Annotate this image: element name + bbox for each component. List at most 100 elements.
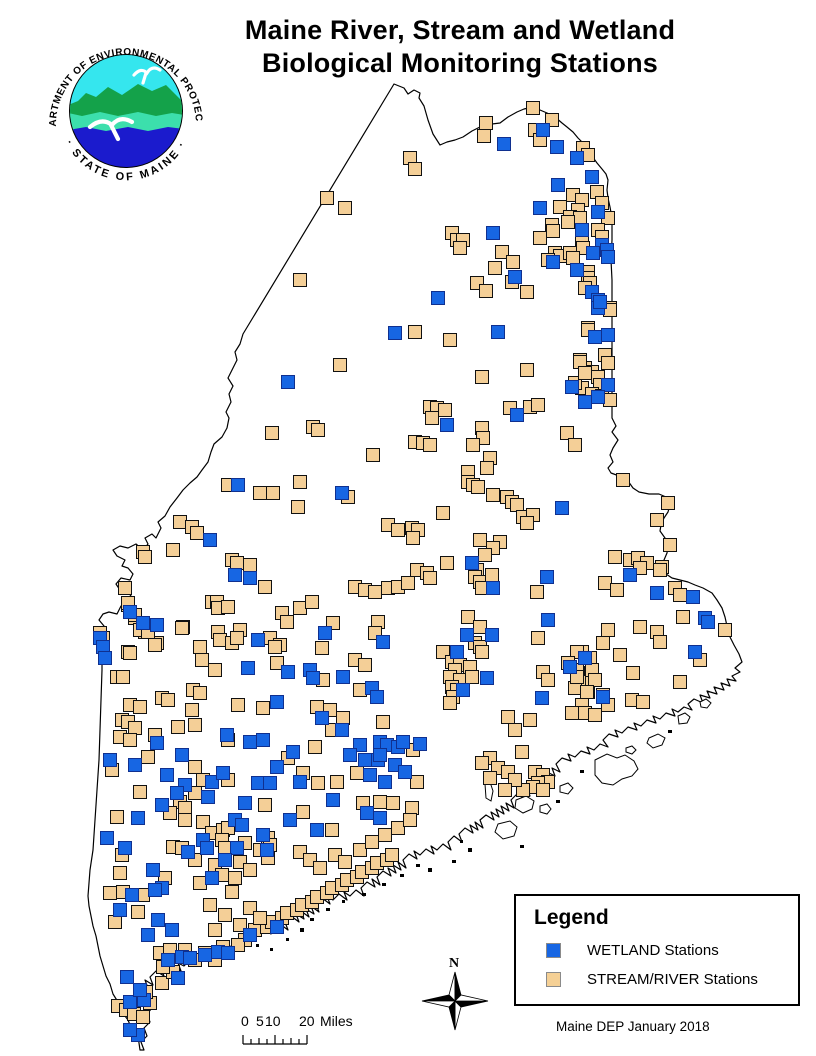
stream-river-station-marker	[113, 866, 127, 880]
wetland-station-marker	[578, 395, 592, 409]
stream-river-station-marker	[230, 556, 244, 570]
legend-item-stream-river: STREAM/RIVER Stations	[546, 971, 798, 988]
stream-river-station-marker	[453, 241, 467, 255]
stream-river-station-marker	[465, 670, 479, 684]
stream-river-station-marker	[718, 623, 732, 637]
stream-river-station-marker	[208, 663, 222, 677]
stream-river-station-marker	[193, 640, 207, 654]
stream-river-station-marker	[336, 711, 350, 725]
stream-river-station-marker	[178, 813, 192, 827]
wetland-station-marker	[570, 263, 584, 277]
stream-river-station-marker	[305, 595, 319, 609]
wetland-station-marker	[113, 903, 127, 917]
wetland-station-marker	[601, 378, 615, 392]
title-line-1: Maine River, Stream and Wetland	[244, 15, 676, 45]
wetland-station-marker	[270, 920, 284, 934]
stream-river-station-marker	[501, 710, 515, 724]
wetland-station-marker	[491, 325, 505, 339]
stream-river-station-marker	[423, 438, 437, 452]
stream-river-station-marker	[588, 673, 602, 687]
stream-river-station-marker	[166, 543, 180, 557]
wetland-station-marker	[363, 768, 377, 782]
stream-river-station-marker	[320, 191, 334, 205]
title-line-2: Biological Monitoring Stations	[262, 47, 658, 78]
stations-layer	[93, 101, 732, 1042]
wetland-station-marker	[270, 760, 284, 774]
stream-river-station-marker	[520, 363, 534, 377]
stream-river-station-marker	[443, 696, 457, 710]
stream-river-station-marker	[515, 745, 529, 759]
wetland-swatch	[546, 943, 561, 958]
stream-river-station-marker	[479, 116, 493, 130]
stream-river-station-marker	[610, 583, 624, 597]
stream-river-station-marker	[131, 905, 145, 919]
wetland-station-marker	[485, 628, 499, 642]
wetland-station-marker	[205, 775, 219, 789]
stream-river-station-marker	[405, 801, 419, 815]
stream-river-station-marker	[103, 886, 117, 900]
wetland-station-marker	[98, 651, 112, 665]
wetland-station-marker	[283, 813, 297, 827]
wetland-station-marker	[591, 205, 605, 219]
wetland-station-marker	[510, 408, 524, 422]
stream-river-station-marker	[188, 760, 202, 774]
wetland-station-marker	[141, 928, 155, 942]
wetland-station-marker	[535, 691, 549, 705]
stream-river-station-marker	[601, 356, 615, 370]
wetland-station-marker	[550, 140, 564, 154]
wetland-station-marker	[306, 671, 320, 685]
wetland-station-marker	[536, 123, 550, 137]
stream-river-station-marker	[155, 976, 169, 990]
stream-river-station-marker	[560, 426, 574, 440]
wetland-station-marker	[148, 883, 162, 897]
wetland-station-marker	[260, 843, 274, 857]
wetland-station-marker	[370, 690, 384, 704]
logo-teal-band	[70, 112, 182, 133]
stream-river-station-marker	[228, 871, 242, 885]
stream-river-station-marker	[520, 285, 534, 299]
stream-river-station-marker	[403, 813, 417, 827]
stream-river-station-marker	[315, 641, 329, 655]
wetland-station-marker	[241, 661, 255, 675]
wetland-station-marker	[570, 151, 584, 165]
compass-rose	[421, 971, 489, 1031]
wetland-station-marker	[431, 291, 445, 305]
stream-river-station-marker	[536, 783, 550, 797]
stream-river-station-marker	[185, 703, 199, 717]
stream-river-station-marker	[473, 620, 487, 634]
stream-river-station-marker	[673, 588, 687, 602]
stream-river-station-marker	[495, 245, 509, 259]
stream-river-station-marker	[566, 251, 580, 265]
stream-river-station-marker	[175, 621, 189, 635]
stream-river-station-marker	[293, 601, 307, 615]
wetland-station-marker	[238, 796, 252, 810]
scale-label-0: 0	[241, 1013, 249, 1029]
wetland-station-marker	[281, 375, 295, 389]
wetland-station-marker	[591, 390, 605, 404]
wetland-station-marker	[123, 605, 137, 619]
wetland-station-marker	[263, 776, 277, 790]
wetland-station-marker	[533, 201, 547, 215]
wetland-station-marker	[373, 811, 387, 825]
wetland-station-marker	[181, 845, 195, 859]
stream-river-station-marker	[546, 224, 560, 238]
wetland-station-marker	[230, 841, 244, 855]
stream-river-station-marker	[477, 129, 491, 143]
stream-river-station-marker	[598, 576, 612, 590]
stream-river-station-marker	[258, 580, 272, 594]
stream-river-station-marker	[561, 215, 575, 229]
stream-river-station-marker	[366, 448, 380, 462]
wetland-station-marker	[146, 863, 160, 877]
stream-river-station-marker	[296, 805, 310, 819]
stream-river-station-marker	[243, 558, 257, 572]
stream-river-station-marker	[265, 426, 279, 440]
legend-item-label: STREAM/RIVER Stations	[587, 971, 758, 988]
stream-river-station-marker	[378, 828, 392, 842]
stream-river-station-marker	[423, 571, 437, 585]
wetland-station-marker	[601, 250, 615, 264]
wetland-station-marker	[450, 645, 464, 659]
wetland-station-marker	[563, 660, 577, 674]
stream-river-station-marker	[161, 693, 175, 707]
stream-river-station-marker	[330, 775, 344, 789]
